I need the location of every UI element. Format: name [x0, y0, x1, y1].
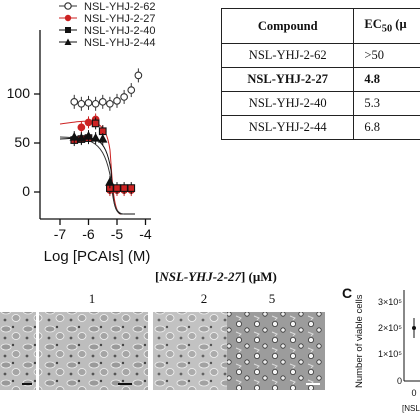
legend-entry-62: NSL-YHJ-2-62: [59, 1, 156, 13]
data-point: [84, 98, 93, 107]
data-point: [98, 133, 108, 143]
panel-c-point: [412, 326, 416, 330]
micro-label: 5: [269, 291, 276, 306]
table-row: NSL-YHJ-2-62 >50: [220, 43, 420, 68]
data-point: [91, 119, 100, 128]
table-row: NSL-YHJ-2-44 6.8: [220, 115, 420, 140]
table-cell-compound: NSL-YHJ-2-27: [220, 67, 354, 92]
micrograph-0: [0, 312, 36, 390]
data-point: [70, 97, 79, 106]
y-tick-label: 50: [14, 134, 30, 150]
legend-label: NSL-YHJ-2-40: [84, 25, 156, 37]
panel-c-xtick: 0: [411, 388, 416, 398]
scale-bar: [118, 383, 132, 385]
data-points: [69, 68, 143, 197]
legend-entry-27: NSL-YHJ-2-27: [59, 13, 156, 25]
data-point: [90, 132, 101, 142]
table-cell-compound: NSL-YHJ-2-62: [220, 43, 354, 68]
table-cell-compound: NSL-YHJ-2-40: [220, 91, 354, 116]
data-point: [91, 99, 100, 108]
table-cell-ec50: >50: [353, 43, 420, 68]
legend-entry-40: NSL-YHJ-2-40: [59, 25, 156, 37]
micrograph-3: [227, 312, 325, 390]
panel-c-ytick: 0: [397, 376, 402, 386]
panel-c-ytick: 3×10⁵: [378, 297, 402, 307]
scale-bar: [306, 383, 320, 385]
y-tick-label: 100: [7, 85, 31, 101]
micro-label: 1: [89, 291, 96, 306]
data-point: [84, 118, 93, 127]
table-row: NSL-YHJ-2-27 4.8: [220, 67, 420, 92]
table-cell-ec50: 6.8: [353, 115, 420, 140]
data-point: [98, 97, 107, 106]
panel-c: C Number of viable cells 3×10⁵ 2×10⁵ 1×1…: [342, 285, 420, 413]
data-point: [120, 184, 128, 192]
panel-c-ylabel: Number of viable cells: [354, 294, 365, 388]
fit-curve-44: [59, 136, 125, 215]
data-point: [113, 97, 121, 105]
table-cell-compound: NSL-YHJ-2-44: [220, 115, 354, 140]
micro-label: 2: [201, 291, 208, 306]
data-point: [77, 123, 86, 132]
circle-filled-icon: [64, 14, 72, 22]
data-point: [77, 99, 86, 108]
square-filled-icon: [65, 27, 71, 33]
data-point: [127, 86, 136, 94]
legend-label: NSL-YHJ-2-44: [84, 37, 156, 49]
micrograph-1: [39, 312, 148, 390]
panel-c-letter: C: [342, 285, 352, 301]
panel-c-ytick: 2×10⁵: [378, 323, 402, 333]
chart-legend: NSL-YHJ-2-62 NSL-YHJ-2-27 NSL-YHJ-2-40 N…: [59, 1, 156, 49]
x-axis-title: Log [PCAIs] (M): [44, 248, 151, 265]
y-tick-label: 0: [22, 183, 30, 199]
x-tick-label: -4: [139, 226, 152, 242]
scale-bar: [22, 383, 32, 385]
legend-label: NSL-YHJ-2-62: [84, 1, 156, 13]
table-row: NSL-YHJ-2-40 5.3: [220, 91, 420, 116]
data-point: [106, 99, 114, 108]
fit-curve-40: [59, 137, 135, 215]
x-tick-label: -7: [54, 226, 67, 242]
data-point: [83, 130, 94, 140]
x-tick-label: -6: [82, 226, 95, 242]
micro-title: [NSL-YHJ-2-27] (μM): [155, 269, 277, 284]
data-point: [69, 131, 79, 141]
panel-c-ytick: 1×10⁵: [378, 349, 402, 359]
header-compound: Compound: [220, 8, 354, 44]
x-tick-label: -5: [111, 226, 124, 242]
table-cell-ec50: 5.3: [353, 91, 420, 116]
data-point: [134, 71, 143, 80]
data-point: [113, 184, 121, 192]
data-point: [76, 132, 87, 142]
data-point: [127, 184, 136, 192]
chart-axes: [34, 30, 151, 225]
data-point: [120, 93, 128, 101]
data-point: [105, 177, 115, 186]
fit-curve-27: [59, 120, 135, 215]
triangle-filled-icon: [64, 38, 72, 45]
circle-open-icon: [64, 2, 72, 10]
header-ec50: EC50 (μ: [353, 8, 420, 44]
panel-c-xlabel: [NSL: [402, 404, 420, 413]
legend-label: NSL-YHJ-2-27: [84, 13, 156, 25]
table-cell-ec50: 4.8: [353, 67, 420, 92]
legend-entry-44: NSL-YHJ-2-44: [59, 37, 156, 49]
table-header-row: Compound EC50 (μ: [220, 8, 420, 44]
fit-curves: [59, 120, 135, 215]
ec50-table: Compound EC50 (μ NSL-YHJ-2-62 >50 NSL-YH…: [220, 8, 420, 140]
